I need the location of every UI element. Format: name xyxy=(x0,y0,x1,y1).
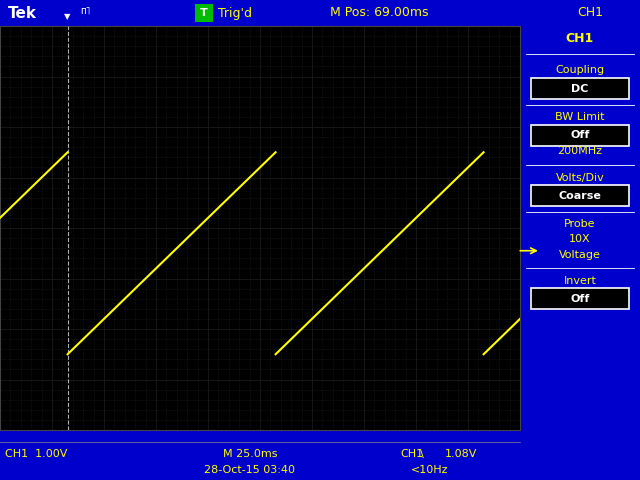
Text: ᴨ˥: ᴨ˥ xyxy=(80,7,90,17)
Bar xyxy=(531,185,629,206)
Text: \: \ xyxy=(420,449,424,459)
FancyBboxPatch shape xyxy=(195,4,213,22)
Text: Volts/Div: Volts/Div xyxy=(556,172,604,182)
Text: 1.08V: 1.08V xyxy=(445,449,477,459)
Text: Trig'd: Trig'd xyxy=(218,7,252,20)
Text: Coupling: Coupling xyxy=(556,65,605,75)
Text: Voltage: Voltage xyxy=(559,250,601,260)
Text: Coarse: Coarse xyxy=(559,191,602,201)
Text: Off: Off xyxy=(570,294,589,304)
Text: <10Hz: <10Hz xyxy=(412,465,449,475)
Text: 10X: 10X xyxy=(569,234,591,244)
Text: ▼: ▼ xyxy=(65,12,71,21)
Bar xyxy=(531,78,629,99)
Text: DC: DC xyxy=(572,84,589,94)
Text: CH1: CH1 xyxy=(566,32,594,45)
Text: M Pos: 69.00ms: M Pos: 69.00ms xyxy=(330,7,429,20)
Text: BW Limit: BW Limit xyxy=(556,112,605,122)
Text: T: T xyxy=(200,8,208,18)
Text: 200MHz: 200MHz xyxy=(557,146,602,156)
Text: CH1: CH1 xyxy=(400,449,423,459)
Bar xyxy=(531,125,629,145)
Text: M 25.0ms: M 25.0ms xyxy=(223,449,277,459)
Text: Invert: Invert xyxy=(564,276,596,286)
Bar xyxy=(531,288,629,309)
Text: Probe: Probe xyxy=(564,219,596,229)
Text: CH1  1.00V: CH1 1.00V xyxy=(5,449,67,459)
Text: CH1: CH1 xyxy=(577,7,603,20)
Text: Tek: Tek xyxy=(8,5,37,21)
Text: 28-Oct-15 03:40: 28-Oct-15 03:40 xyxy=(205,465,296,475)
Text: Off: Off xyxy=(570,130,589,140)
